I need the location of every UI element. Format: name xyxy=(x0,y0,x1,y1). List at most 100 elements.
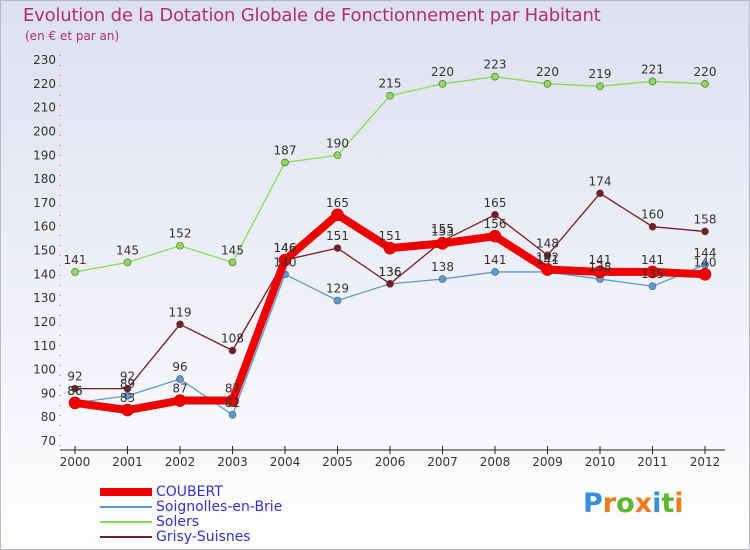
data-label: 92 xyxy=(67,370,82,384)
y-tick-label: 120 xyxy=(33,315,56,329)
data-label: 220 xyxy=(536,65,559,79)
logo-letter: r xyxy=(602,488,617,519)
data-point xyxy=(698,268,712,281)
data-point xyxy=(123,258,132,267)
data-label: 153 xyxy=(431,224,454,238)
data-label: 146 xyxy=(274,241,297,255)
data-label: 136 xyxy=(379,265,402,279)
data-point xyxy=(541,263,554,276)
data-label: 108 xyxy=(221,332,244,346)
data-label: 83 xyxy=(120,391,135,405)
data-label: 141 xyxy=(589,253,612,267)
chart-subtitle: (en € et par an) xyxy=(25,29,120,43)
legend-swatch xyxy=(100,536,152,538)
data-point xyxy=(383,241,397,255)
data-point xyxy=(648,282,657,291)
x-tick-label: 2007 xyxy=(427,455,458,469)
data-point xyxy=(436,237,449,250)
data-point xyxy=(176,241,184,250)
logo-letter: o xyxy=(616,488,635,519)
data-label: 140 xyxy=(694,255,717,269)
chart-title: Evolution de la Dotation Globale de Fonc… xyxy=(23,5,601,26)
data-label: 190 xyxy=(326,136,349,150)
data-point xyxy=(173,394,187,407)
data-label: 146 xyxy=(274,241,297,255)
data-label: 221 xyxy=(641,62,664,76)
legend-swatch xyxy=(100,488,152,496)
data-label: 136 xyxy=(379,265,402,279)
data-label: 141 xyxy=(536,253,559,267)
y-tick-label: 190 xyxy=(33,148,56,162)
data-label: 141 xyxy=(64,253,87,267)
data-label: 89 xyxy=(120,377,135,391)
data-point xyxy=(491,210,499,219)
data-point xyxy=(228,258,237,267)
y-tick-label: 170 xyxy=(33,196,56,210)
data-point xyxy=(648,222,657,231)
data-label: 135 xyxy=(641,267,664,281)
y-tick-label: 220 xyxy=(33,77,56,91)
data-point xyxy=(491,72,499,81)
data-label: 223 xyxy=(484,58,507,72)
logo-letter: i xyxy=(674,488,684,519)
x-tick-label: 2011 xyxy=(637,455,668,469)
x-tick-label: 2012 xyxy=(690,455,721,469)
y-tick-label: 180 xyxy=(33,172,56,186)
data-label: 87 xyxy=(172,382,187,396)
logo-letter: t xyxy=(661,488,675,519)
data-point xyxy=(438,275,447,283)
data-point xyxy=(488,229,502,243)
x-tick-label: 2003 xyxy=(217,455,248,469)
proxiti-logo: Proxiti xyxy=(583,488,684,519)
y-tick-label: 90 xyxy=(41,386,56,400)
data-label: 138 xyxy=(589,260,612,274)
data-label: 144 xyxy=(694,246,717,260)
data-point xyxy=(701,80,709,88)
data-label: 151 xyxy=(326,229,349,243)
legend-label: Soignolles-en-Brie xyxy=(156,499,283,515)
data-point xyxy=(543,251,552,260)
legend-swatch xyxy=(100,521,152,523)
data-point xyxy=(331,208,344,222)
y-tick-label: 80 xyxy=(41,410,56,424)
data-point xyxy=(543,80,552,88)
logo-letter: i xyxy=(652,488,662,519)
legend-label: COUBERT xyxy=(156,484,223,500)
y-tick-label: 230 xyxy=(33,53,56,67)
data-label: 141 xyxy=(641,253,664,267)
data-point xyxy=(333,244,342,252)
data-point xyxy=(123,384,132,393)
data-label: 151 xyxy=(379,229,402,243)
y-tick-label: 160 xyxy=(33,220,56,234)
data-point xyxy=(121,403,134,417)
data-point xyxy=(226,394,239,407)
data-label: 142 xyxy=(536,251,559,265)
data-point xyxy=(278,253,292,267)
data-point xyxy=(176,375,184,383)
data-label: 215 xyxy=(379,77,402,91)
data-point xyxy=(701,227,709,236)
x-tick-label: 2004 xyxy=(270,455,301,469)
data-label: 86 xyxy=(67,384,82,398)
data-point xyxy=(648,77,657,86)
data-point xyxy=(228,346,237,355)
data-point xyxy=(593,265,607,279)
data-label: 140 xyxy=(274,255,297,269)
data-label: 148 xyxy=(536,236,559,250)
data-label: 220 xyxy=(431,65,454,79)
data-label: 87 xyxy=(225,382,240,396)
data-point xyxy=(281,158,289,167)
legend-swatch xyxy=(100,506,152,508)
x-tick-label: 2010 xyxy=(585,455,616,469)
y-tick-label: 100 xyxy=(33,363,56,377)
data-label: 145 xyxy=(221,243,244,257)
legend-label: Solers xyxy=(156,514,200,530)
logo-letter: x xyxy=(634,488,653,519)
data-label: 160 xyxy=(641,208,664,222)
data-label: 155 xyxy=(431,222,454,236)
x-tick-label: 2000 xyxy=(60,455,91,469)
data-label: 165 xyxy=(326,196,349,210)
data-label: 165 xyxy=(484,196,507,210)
x-tick-label: 2002 xyxy=(165,455,196,469)
